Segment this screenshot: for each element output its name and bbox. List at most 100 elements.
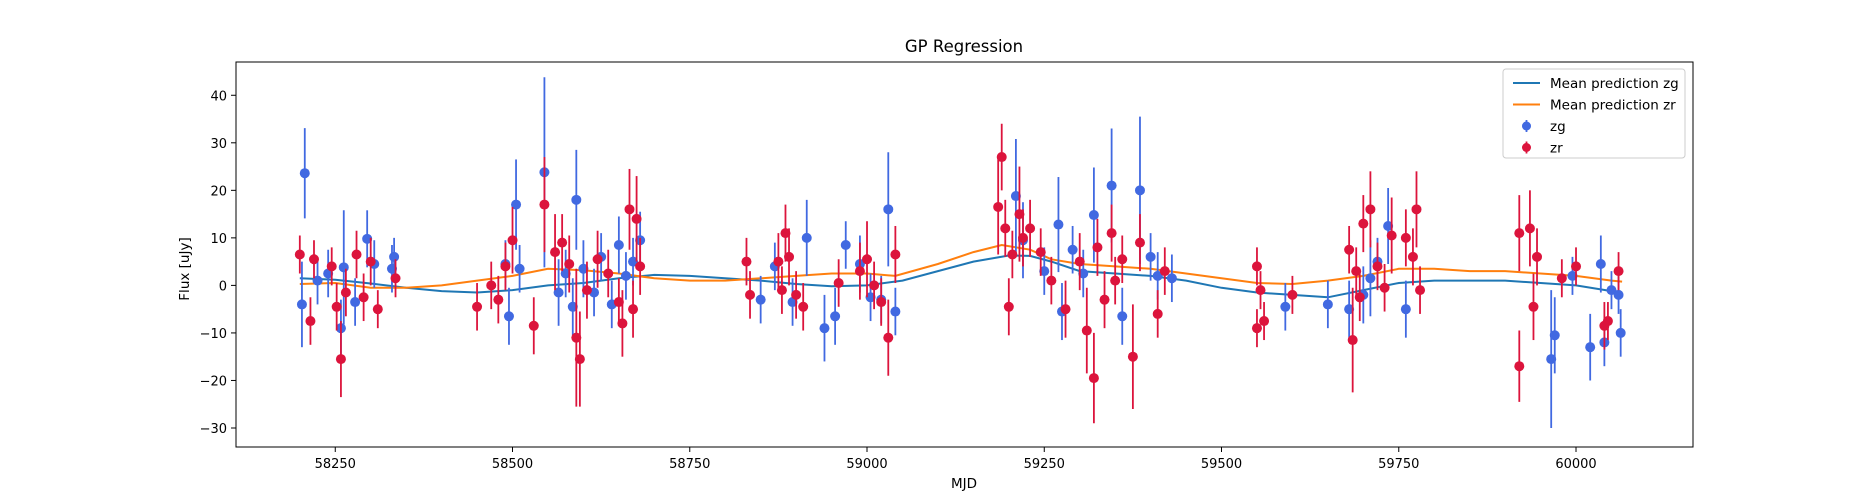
data-point-zg <box>1322 280 1333 329</box>
marker <box>528 320 539 331</box>
marker <box>776 285 787 296</box>
marker <box>1287 289 1298 300</box>
marker <box>1000 223 1011 234</box>
data-point-zg <box>1078 249 1089 298</box>
data-point-zr <box>1514 330 1525 402</box>
data-point-zg <box>511 159 522 250</box>
marker <box>1344 304 1355 315</box>
data-point-zr <box>1344 225 1355 274</box>
marker <box>1415 285 1426 296</box>
marker <box>511 199 522 210</box>
data-point-zr <box>883 299 894 376</box>
data-point-zg <box>865 273 876 322</box>
data-point-zr <box>592 230 603 288</box>
data-point-zr <box>784 228 795 286</box>
data-point-zr <box>635 237 646 295</box>
marker <box>1078 268 1089 279</box>
marker <box>335 354 346 365</box>
marker <box>993 201 1004 212</box>
marker <box>1400 232 1411 243</box>
marker <box>507 235 518 246</box>
marker <box>1088 373 1099 384</box>
data-point-zr <box>617 290 628 357</box>
data-point-zg <box>362 210 373 268</box>
data-point-zg <box>801 199 812 276</box>
data-point-zr <box>1415 266 1426 314</box>
marker <box>624 204 635 215</box>
marker <box>620 270 631 281</box>
marker <box>472 301 483 312</box>
marker <box>1017 232 1028 243</box>
data-point-zr <box>854 242 865 300</box>
marker <box>801 232 812 243</box>
data-point-zr <box>326 247 337 286</box>
data-point-zr <box>550 214 561 291</box>
marker <box>567 301 578 312</box>
marker <box>890 249 901 260</box>
data-point-zg <box>1053 177 1064 273</box>
marker <box>571 194 582 205</box>
data-point-zr <box>745 271 756 319</box>
data-point-zr <box>1152 290 1163 338</box>
legend: Mean prediction zg Mean prediction zr zg zr <box>1502 68 1686 159</box>
data-point-zr <box>1528 273 1539 341</box>
legend-label: Mean prediction zg <box>1550 76 1679 92</box>
marker <box>1127 351 1138 362</box>
marker <box>1255 285 1266 296</box>
legend-entry: Mean prediction zg <box>1513 76 1679 92</box>
data-point-zr <box>833 259 844 307</box>
marker <box>1615 327 1626 338</box>
data-point-zr <box>993 159 1004 255</box>
marker <box>1145 251 1156 262</box>
data-point-zr <box>372 290 383 329</box>
y-axis-label: Flux [uJy] <box>177 237 193 300</box>
data-point-zr <box>1127 304 1138 409</box>
data-point-zr <box>507 206 518 274</box>
data-point-zr <box>1347 287 1358 393</box>
marker <box>617 318 628 329</box>
marker <box>1546 354 1557 365</box>
marker <box>1400 304 1411 315</box>
data-point-zr <box>780 204 791 262</box>
data-point-zr <box>1407 228 1418 286</box>
data-point-zr <box>624 168 635 250</box>
data-point-zg <box>553 259 564 326</box>
data-point-zr <box>1524 190 1535 267</box>
marker <box>1166 273 1177 284</box>
data-point-zr <box>798 283 809 331</box>
marker <box>1060 304 1071 315</box>
data-point-zg <box>1585 313 1596 381</box>
data-point-zg <box>1344 280 1355 338</box>
marker <box>1613 289 1624 300</box>
data-point-zr <box>1106 204 1117 262</box>
marker <box>1524 223 1535 234</box>
marker <box>741 256 752 267</box>
marker <box>1383 220 1394 231</box>
marker <box>358 292 369 303</box>
x-axis-label: MJD <box>951 476 977 492</box>
marker <box>631 213 642 224</box>
data-point-zr <box>1571 247 1582 286</box>
marker <box>628 256 639 267</box>
data-point-zr <box>1255 271 1266 310</box>
marker <box>780 228 791 239</box>
data-point-zr <box>1259 302 1270 341</box>
data-point-zr <box>1014 166 1025 262</box>
marker <box>1007 249 1018 260</box>
data-point-zr <box>493 275 504 324</box>
marker <box>1567 270 1578 281</box>
data-point-zg <box>1546 290 1557 428</box>
data-point-zg <box>350 278 361 326</box>
marker <box>592 254 603 265</box>
marker <box>745 289 756 300</box>
data-point-zr <box>331 283 342 331</box>
data-point-zr <box>294 235 305 274</box>
data-point-zg <box>1117 287 1128 345</box>
marker <box>1606 285 1617 296</box>
data-point-zg <box>1010 139 1021 254</box>
marker <box>1106 180 1117 191</box>
marker <box>1159 266 1170 277</box>
legend-entry: Mean prediction zr <box>1513 98 1676 114</box>
marker <box>1556 273 1567 284</box>
